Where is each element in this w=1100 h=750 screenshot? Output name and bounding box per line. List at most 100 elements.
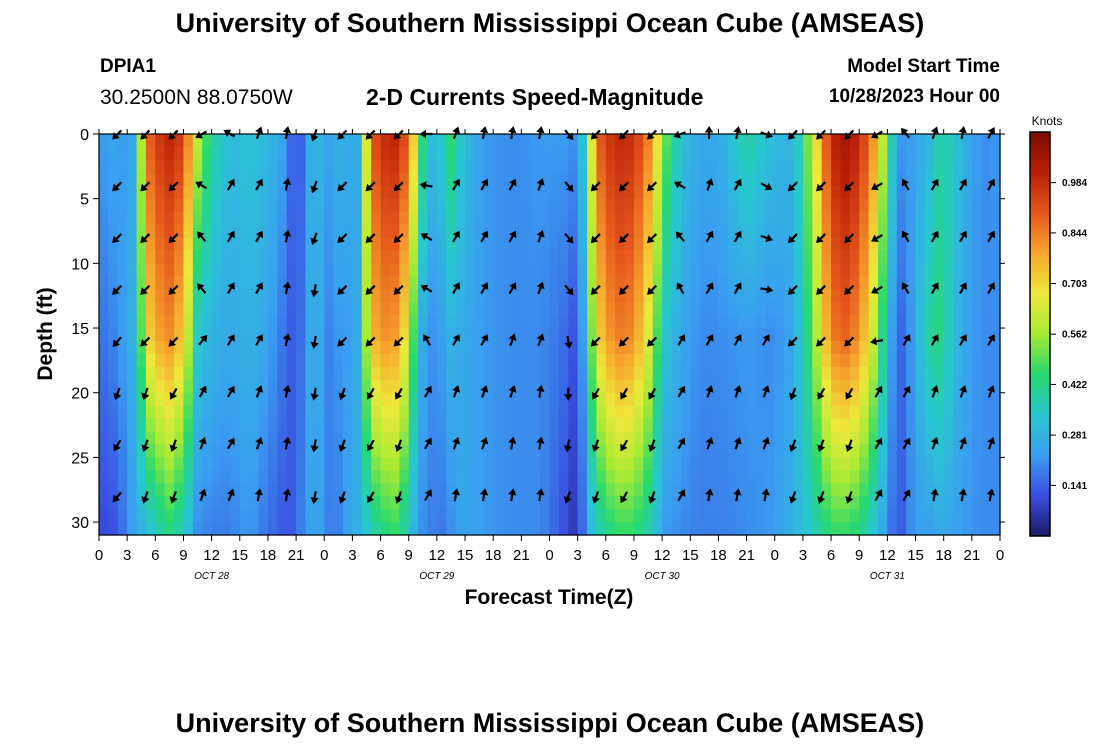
heatmap-cell — [784, 366, 795, 381]
heatmap-cell — [943, 146, 954, 161]
heatmap-cell — [699, 263, 710, 277]
chart-subtitle: 2-D Currents Speed-Magnitude — [366, 84, 704, 110]
heatmap-cell — [389, 185, 400, 200]
heatmap-cell — [718, 522, 729, 536]
vector-head — [845, 391, 853, 400]
vector-head — [282, 384, 292, 392]
heatmap-cell — [587, 172, 598, 187]
heatmap-cell — [990, 353, 1001, 368]
heatmap-cell — [915, 353, 926, 368]
heatmap-cell — [136, 405, 147, 420]
heatmap-cell — [230, 185, 241, 200]
heatmap-cell — [465, 159, 476, 174]
heatmap-cell — [136, 172, 147, 187]
heatmap-cell — [136, 146, 147, 161]
heatmap-cell — [690, 198, 701, 213]
heatmap-cell — [849, 379, 860, 394]
heatmap-cell — [540, 134, 551, 148]
heatmap-cell — [943, 366, 954, 381]
heatmap-cell — [624, 224, 635, 239]
heatmap-cell — [127, 366, 138, 381]
heatmap-cell — [624, 315, 635, 329]
heatmap-cell — [343, 431, 354, 446]
current-vector-arrow — [393, 233, 404, 244]
heatmap-cell — [990, 483, 1001, 497]
heatmap-cell — [296, 146, 307, 161]
heatmap-cell — [906, 457, 917, 471]
heatmap-cell — [718, 353, 729, 368]
heatmap-cell — [183, 276, 194, 290]
heatmap-cell — [267, 405, 278, 420]
vector-head — [618, 235, 627, 244]
vector-head — [734, 282, 742, 291]
current-vector-arrow — [930, 178, 939, 191]
heatmap-cell — [436, 353, 447, 368]
vector-head — [704, 126, 714, 133]
heatmap-cell — [361, 496, 372, 510]
colorbar-unit-label: Knots — [1032, 114, 1063, 128]
heatmap-cell — [446, 470, 457, 484]
x-tick-label: 12 — [654, 547, 671, 564]
vector-head — [168, 339, 177, 347]
heatmap-cell — [727, 328, 738, 342]
heatmap-cell — [671, 159, 682, 174]
heatmap-cell — [136, 470, 147, 484]
heatmap-cell — [962, 496, 973, 510]
heatmap-cell — [690, 224, 701, 239]
heatmap-cell — [221, 392, 231, 407]
heatmap-cell — [249, 340, 260, 355]
heatmap-cell — [305, 431, 316, 446]
vector-head — [536, 281, 545, 290]
vector-head — [452, 334, 460, 342]
heatmap-cell — [671, 328, 682, 342]
heatmap-cell — [906, 366, 917, 381]
heatmap-cell — [521, 470, 532, 484]
heatmap-cell — [943, 470, 954, 484]
heatmap-cell — [117, 237, 128, 252]
heatmap-cell — [511, 185, 522, 200]
heatmap-cell — [971, 522, 982, 536]
heatmap-cell — [399, 457, 410, 471]
vector-head — [816, 183, 824, 192]
heatmap-cell — [136, 328, 147, 342]
heatmap-cell — [793, 353, 804, 368]
current-vector-arrow — [677, 385, 686, 398]
current-vector-arrow — [677, 489, 686, 502]
heatmap-cell — [408, 353, 419, 368]
heatmap-cell — [192, 457, 203, 471]
heatmap-cell — [455, 444, 466, 458]
heatmap-cell — [427, 237, 438, 252]
heatmap-cell — [615, 172, 626, 187]
y-tick-label: 0 — [80, 127, 89, 144]
heatmap-cell — [624, 431, 635, 446]
heatmap-cell — [427, 211, 438, 226]
heatmap-cell — [793, 431, 804, 446]
vector-head — [789, 392, 797, 401]
heatmap-cell — [314, 185, 325, 200]
heatmap-cell — [296, 431, 307, 446]
heatmap-cell — [258, 198, 269, 213]
heatmap-cell — [343, 328, 354, 342]
heatmap-cell — [765, 211, 776, 226]
heatmap-cell — [765, 418, 776, 433]
heatmap-cell — [465, 211, 476, 226]
heatmap-cell — [474, 444, 485, 458]
heatmap-cell — [249, 444, 260, 458]
heatmap-cell — [371, 302, 382, 316]
heatmap-cell — [465, 134, 476, 148]
heatmap-cell — [615, 289, 626, 303]
heatmap-cell — [868, 263, 879, 277]
current-vector-arrow — [677, 437, 686, 450]
heatmap-cell — [192, 315, 203, 329]
heatmap-cell — [558, 172, 569, 187]
heatmap-cell — [802, 159, 813, 174]
heatmap-cell — [737, 340, 748, 355]
heatmap-cell — [737, 263, 748, 277]
heatmap-cell — [887, 146, 898, 161]
heatmap-cell — [643, 302, 654, 316]
heatmap-cell — [981, 509, 992, 523]
vector-head — [678, 385, 686, 394]
heatmap-cell — [502, 483, 513, 497]
heatmap-cell — [615, 250, 626, 264]
heatmap-cell — [887, 134, 898, 148]
